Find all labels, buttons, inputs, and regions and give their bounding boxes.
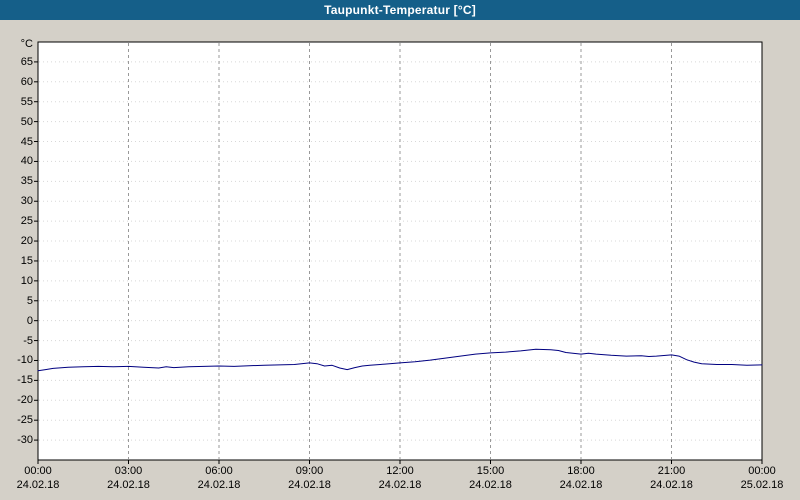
y-tick-label: 10 xyxy=(20,274,33,287)
y-tick-label: -25 xyxy=(17,414,33,427)
x-tick-time-label: 15:00 xyxy=(476,465,505,477)
y-tick-label: 65 xyxy=(20,55,33,68)
y-tick-label: -15 xyxy=(17,374,33,387)
x-tick-time-label: 12:00 xyxy=(386,465,414,477)
temperature-line xyxy=(37,348,763,372)
x-tick-date-label: 24.02.18 xyxy=(650,479,693,491)
y-tick-label: -5 xyxy=(23,334,33,347)
y-tick-label: -20 xyxy=(17,394,33,407)
x-tick-date-label: 25.02.18 xyxy=(740,479,784,491)
y-tick-label: 40 xyxy=(20,155,33,168)
x-tick-date-label: 24.02.18 xyxy=(288,479,331,491)
x-tick-date-label: 24.02.18 xyxy=(197,479,241,491)
x-tick-time-label: 18:00 xyxy=(567,465,595,477)
y-tick-label: 20 xyxy=(20,235,33,248)
x-tick-date-label: 24.02.18 xyxy=(559,479,603,491)
x-tick-date-label: 24.02.18 xyxy=(378,479,422,491)
y-tick-label: 60 xyxy=(20,75,33,88)
x-tick-time-label: 06:00 xyxy=(205,465,233,477)
y-tick-label: 15 xyxy=(20,254,33,267)
y-tick-label: -30 xyxy=(17,434,33,447)
x-tick-time-label: 21:00 xyxy=(657,465,686,477)
y-tick-label: 55 xyxy=(20,95,33,108)
x-tick-date-label: 24.02.18 xyxy=(16,479,60,491)
y-axis-unit-label: °C xyxy=(20,38,33,50)
chart-container: °C 65 60 55 50 45 40 35 30 25 20 15 10 5 0 -5 -10 -15 -20… xyxy=(0,20,800,500)
y-tick-label: 45 xyxy=(20,135,33,148)
window-title: Taupunkt-Temperatur [°C] xyxy=(324,3,476,17)
y-tick-label: 35 xyxy=(20,175,33,188)
x-tick-date-label: 24.02.18 xyxy=(107,479,150,491)
y-tick-label: 30 xyxy=(20,195,33,208)
x-tick-time-label: 09:00 xyxy=(295,465,324,477)
y-tick-label: 50 xyxy=(20,115,33,128)
x-tick-time-label: 03:00 xyxy=(114,465,143,477)
x-tick-time-label: 00:00 xyxy=(24,465,52,477)
y-tick-label: 25 xyxy=(20,215,33,228)
y-tick-label: -10 xyxy=(17,354,33,367)
x-tick-time-label: 00:00 xyxy=(748,465,776,477)
window-title-bar[interactable]: Taupunkt-Temperatur [°C] xyxy=(0,0,800,20)
y-tick-label: 0 xyxy=(26,314,33,327)
x-tick-date-label: 24.02.18 xyxy=(469,479,512,491)
line-chart-svg xyxy=(34,41,763,464)
y-tick-label: 5 xyxy=(26,294,33,307)
